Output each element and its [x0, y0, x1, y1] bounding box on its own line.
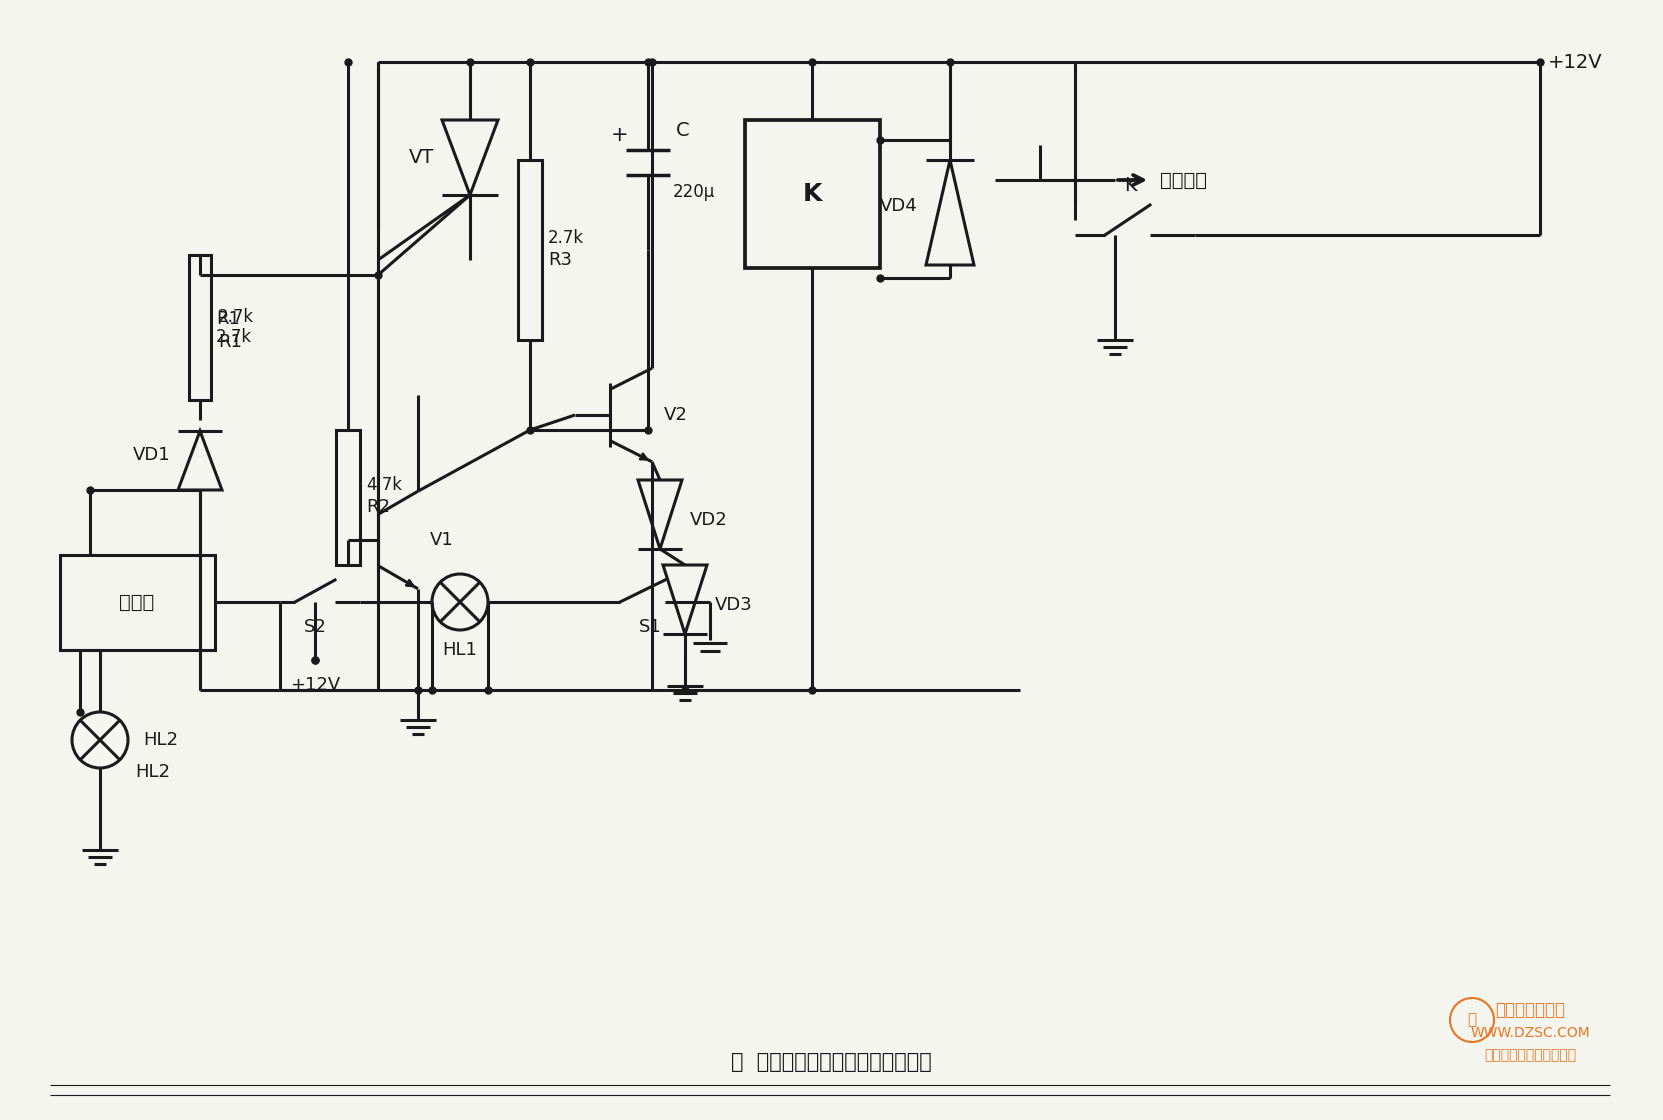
- Text: 图  汽车防盗报警电路原理图（一）: 图 汽车防盗报警电路原理图（一）: [730, 1052, 931, 1072]
- Text: VD2: VD2: [690, 511, 728, 529]
- Text: WWW.DZSC.COM: WWW.DZSC.COM: [1470, 1026, 1590, 1040]
- Text: V2: V2: [664, 407, 688, 424]
- Text: K: K: [802, 183, 822, 206]
- Text: 2.7k: 2.7k: [549, 228, 584, 248]
- Text: S1: S1: [639, 618, 662, 636]
- Text: HL2: HL2: [143, 731, 178, 749]
- Text: K: K: [1124, 176, 1136, 195]
- Text: 闪光器: 闪光器: [120, 592, 155, 612]
- Text: 维: 维: [1467, 1012, 1477, 1027]
- Text: R1: R1: [218, 333, 241, 351]
- Bar: [60, 556, 215, 650]
- Text: +12V: +12V: [289, 676, 341, 694]
- Text: +: +: [612, 125, 629, 144]
- Text: V1: V1: [431, 531, 454, 549]
- Text: +12V: +12V: [1548, 53, 1603, 72]
- Text: VD4: VD4: [880, 197, 918, 215]
- Text: R1: R1: [216, 310, 239, 328]
- Text: 4.7k: 4.7k: [366, 476, 402, 494]
- Text: VT: VT: [409, 148, 434, 167]
- Text: S2: S2: [304, 618, 326, 636]
- Text: 专业电子元器件交易商城: 专业电子元器件交易商城: [1483, 1048, 1577, 1062]
- Text: VD3: VD3: [715, 596, 753, 614]
- Text: R3: R3: [549, 251, 572, 269]
- Text: HL1: HL1: [442, 641, 477, 659]
- Text: 维库电子市场网: 维库电子市场网: [1495, 1001, 1565, 1019]
- Bar: [190, 255, 211, 400]
- Bar: [745, 120, 880, 268]
- Text: HL2: HL2: [135, 763, 170, 781]
- Text: VD1: VD1: [133, 446, 170, 464]
- Text: 2.7k: 2.7k: [216, 328, 253, 346]
- Bar: [517, 160, 542, 340]
- Text: 接熄火线: 接熄火线: [1161, 170, 1207, 189]
- Text: C: C: [675, 121, 690, 140]
- Bar: [336, 430, 359, 564]
- Text: 220μ: 220μ: [674, 183, 715, 200]
- Text: 2.7k: 2.7k: [218, 308, 254, 326]
- Text: R2: R2: [366, 498, 391, 516]
